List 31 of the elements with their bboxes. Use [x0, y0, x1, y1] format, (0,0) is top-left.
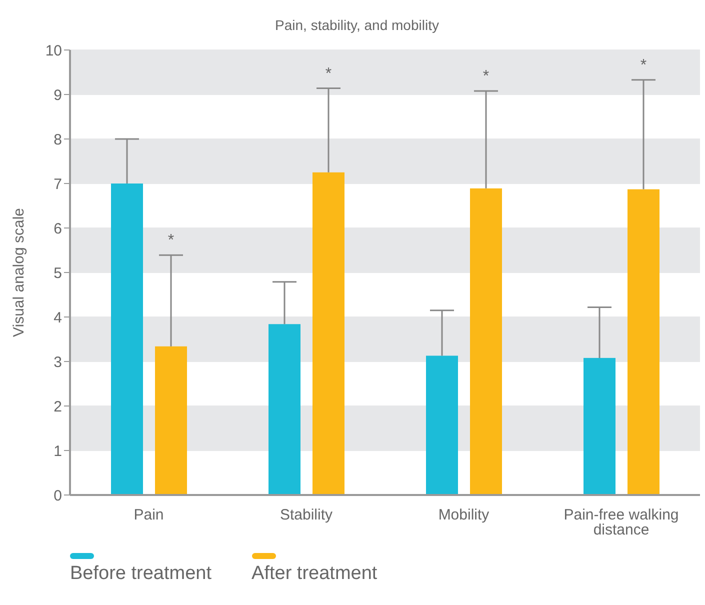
x-tick-label: Stability [280, 506, 334, 524]
x-tick-label: Mobility [438, 506, 490, 524]
y-tick-label: 10 [45, 42, 62, 60]
bar [155, 346, 187, 495]
y-tick-label: 3 [54, 354, 62, 371]
y-tick-label: 0 [54, 487, 62, 504]
chart-title: Pain, stability, and mobility [275, 17, 439, 33]
bar [470, 188, 502, 495]
x-tick-label: Pain-free walking distance [564, 506, 679, 539]
annotation: * [482, 68, 490, 85]
x-tick-label: Pain [134, 506, 164, 524]
bar [111, 184, 143, 495]
annotation: * [325, 65, 332, 82]
bar [312, 172, 344, 495]
y-tick-label: 7 [54, 176, 62, 193]
bar [628, 189, 660, 495]
y-tick-label: 1 [54, 442, 62, 460]
y-tick-label: 2 [54, 398, 62, 416]
annotation: * [168, 232, 174, 250]
y-tick-label: 9 [54, 86, 62, 104]
bar [426, 356, 458, 495]
y-tick-label: 6 [54, 220, 62, 238]
y-tick-label: 8 [54, 131, 62, 148]
y-tick-label: 4 [54, 309, 62, 326]
annotation: * [640, 56, 647, 74]
bar [268, 324, 300, 495]
y-axis-title: Visual analog scale [10, 208, 28, 337]
legend-label: After treatment [252, 563, 378, 585]
y-tick-label: 5 [54, 264, 62, 282]
bar [584, 358, 616, 495]
legend-label: Before treatment [70, 563, 212, 585]
